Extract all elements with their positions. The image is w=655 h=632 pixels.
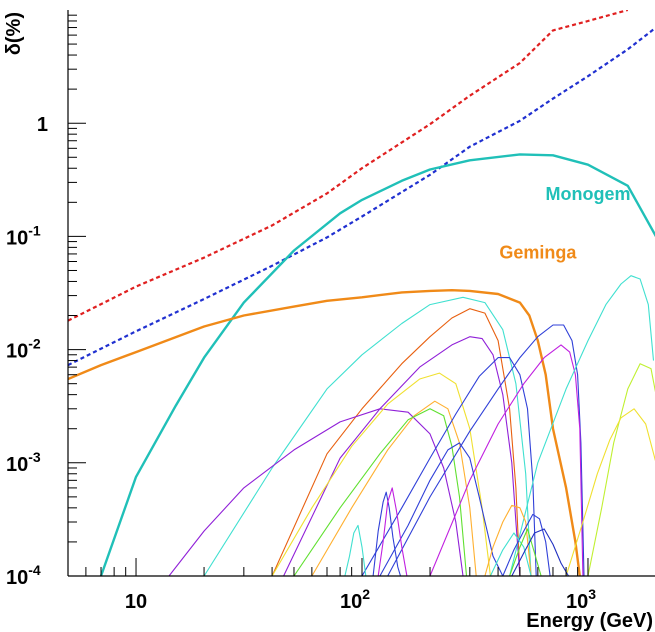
series-line-25 xyxy=(511,528,569,576)
series-line-24 xyxy=(509,528,542,576)
y-tick-label: 10-1 xyxy=(6,222,41,249)
series-line-7 xyxy=(168,408,464,576)
x-axis-label: Energy (GeV) xyxy=(526,610,653,632)
x-tick-label: 102 xyxy=(340,586,370,613)
axes-layer xyxy=(67,10,655,577)
series-line-1 xyxy=(68,26,655,367)
y-tick-label: 10-4 xyxy=(6,562,41,589)
series-line-2 xyxy=(99,153,655,576)
series-line-19 xyxy=(377,487,408,576)
annotation-geminga: Geminga xyxy=(499,242,577,262)
series-line-13 xyxy=(429,344,584,576)
series-line-9 xyxy=(311,400,477,576)
series-line-18 xyxy=(372,491,402,576)
series-line-6 xyxy=(283,336,521,576)
annotation-monogem: Monogem xyxy=(545,184,630,204)
y-axis-label: δ(%) xyxy=(3,12,25,55)
series-line-0 xyxy=(68,10,629,322)
series-line-12 xyxy=(387,324,585,576)
series-line-3 xyxy=(68,289,581,576)
x-tick-label: 10 xyxy=(125,591,147,613)
series-line-10 xyxy=(293,408,468,576)
series-line-16 xyxy=(565,408,655,576)
y-tick-label: 10-2 xyxy=(6,336,41,363)
series-layer xyxy=(68,10,655,576)
x-tick-label: 103 xyxy=(566,586,596,613)
series-line-23 xyxy=(489,532,532,576)
y-tick-label: 1 xyxy=(37,114,48,136)
series-line-4 xyxy=(203,296,532,576)
series-line-5 xyxy=(271,308,521,576)
series-line-8 xyxy=(271,372,491,576)
series-line-17 xyxy=(379,442,504,576)
series-line-15 xyxy=(587,363,655,576)
series-line-22 xyxy=(502,513,551,576)
y-tick-label: 10-3 xyxy=(6,449,41,476)
series-line-21 xyxy=(484,504,532,576)
series-line-11 xyxy=(361,357,537,576)
series-line-14 xyxy=(509,275,655,576)
series-line-20 xyxy=(344,524,367,576)
